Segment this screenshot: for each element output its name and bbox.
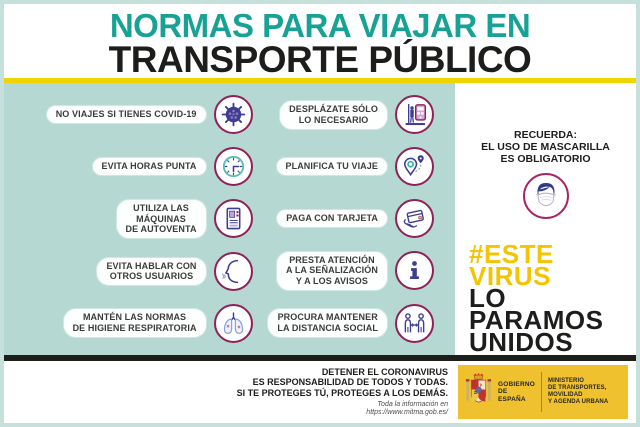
government-name: GOBIERNO DE ESPAÑA bbox=[498, 380, 535, 403]
rule-row: PLANIFICA TU VIAJE bbox=[257, 147, 455, 187]
vending-machine-icon bbox=[213, 199, 253, 239]
campaign-slogan: LO PARAMOS UNIDOS bbox=[469, 283, 604, 357]
rule-row: PRESTA ATENCIÓN A LA SEÑALIZACIÓN Y A LO… bbox=[257, 250, 455, 291]
poster-title-line2: TRANSPORTE PÚBLICO bbox=[108, 39, 532, 80]
poster-title-line1: NORMAS PARA VIAJAR EN bbox=[109, 7, 531, 44]
mask-reminder-text: RECUERDA: EL USO DE MASCARILLA ES OBLIGA… bbox=[481, 129, 610, 165]
yellow-divider bbox=[4, 78, 636, 83]
rule-row: UTILIZA LAS MÁQUINAS DE AUTOVENTA bbox=[4, 198, 257, 240]
rules-panel: NO VIAJES SI TIENES COVID-19 EVITA HORAS… bbox=[4, 83, 455, 355]
rules-column-right: DESPLÁZATE SÓLO LO NECESARIO PLANIFICA T… bbox=[257, 89, 455, 349]
card-payment-icon bbox=[394, 198, 434, 238]
face-mask-icon bbox=[522, 173, 569, 219]
social-distance-icon bbox=[394, 303, 434, 343]
rule-label: UTILIZA LAS MÁQUINAS DE AUTOVENTA bbox=[115, 198, 207, 240]
rule-row: PROCURA MANTENER LA DISTANCIA SOCIAL bbox=[257, 303, 455, 343]
info-icon bbox=[394, 251, 434, 291]
lungs-icon bbox=[213, 303, 253, 343]
poster-page: NORMAS PARA VIAJAR EN TRANSPORTE PÚBLICO… bbox=[4, 4, 636, 423]
rule-label: PROCURA MANTENER LA DISTANCIA SOCIAL bbox=[267, 308, 388, 338]
campaign-hashtag: #ESTE VIRUS bbox=[469, 239, 554, 291]
rule-label: DESPLÁZATE SÓLO LO NECESARIO bbox=[279, 100, 388, 130]
spain-coat-of-arms-icon bbox=[465, 372, 492, 413]
train-platform-icon bbox=[394, 95, 434, 135]
rule-label: PRESTA ATENCIÓN A LA SEÑALIZACIÓN Y A LO… bbox=[275, 250, 388, 291]
rule-label: MANTÉN LAS NORMAS DE HIGIENE RESPIRATORI… bbox=[62, 308, 207, 338]
logo-divider bbox=[541, 372, 542, 412]
map-pin-icon bbox=[394, 147, 434, 187]
reminder-panel: RECUERDA: EL USO DE MASCARILLA ES OBLIGA… bbox=[455, 83, 636, 355]
rule-row: EVITA HORAS PUNTA bbox=[4, 147, 257, 187]
rules-column-left: NO VIAJES SI TIENES COVID-19 EVITA HORAS… bbox=[4, 89, 257, 349]
rule-row: DESPLÁZATE SÓLO LO NECESARIO bbox=[257, 95, 455, 135]
rule-row: PAGA CON TARJETA bbox=[257, 198, 455, 238]
rule-label: PLANIFICA TU VIAJE bbox=[275, 157, 388, 176]
rule-label: NO VIAJES SI TIENES COVID-19 bbox=[45, 105, 207, 125]
rule-label: EVITA HORAS PUNTA bbox=[91, 157, 207, 176]
rule-label: EVITA HABLAR CON OTROS USUARIOS bbox=[96, 256, 207, 287]
rule-row: EVITA HABLAR CON OTROS USUARIOS bbox=[4, 251, 257, 291]
ministry-name: MINISTERIO DE TRANSPORTES, MOVILIDAD Y A… bbox=[548, 378, 609, 405]
footer-text-block: DETENER EL CORONAVIRUS ES RESPONSABILIDA… bbox=[237, 367, 448, 418]
virus-icon bbox=[213, 95, 253, 135]
poster-footer: DETENER EL CORONAVIRUS ES RESPONSABILIDA… bbox=[4, 361, 636, 423]
footer-message: DETENER EL CORONAVIRUS ES RESPONSABILIDA… bbox=[236, 366, 448, 398]
rule-row: MANTÉN LAS NORMAS DE HIGIENE RESPIRATORI… bbox=[4, 303, 257, 343]
poster-content: NO VIAJES SI TIENES COVID-19 EVITA HORAS… bbox=[4, 83, 636, 355]
rule-label: PAGA CON TARJETA bbox=[276, 208, 388, 228]
talking-face-icon bbox=[213, 251, 253, 291]
campaign-block: #ESTE VIRUS LO PARAMOS UNIDOS bbox=[469, 239, 604, 357]
clock-icon bbox=[213, 147, 253, 187]
black-divider bbox=[4, 355, 636, 361]
footer-info-note: Toda la información en https://www.mitma… bbox=[366, 401, 448, 417]
government-logo: GOBIERNO DE ESPAÑA MINISTERIO DE TRANSPO… bbox=[458, 365, 628, 419]
poster-header: NORMAS PARA VIAJAR EN TRANSPORTE PÚBLICO bbox=[4, 4, 636, 78]
rule-row: NO VIAJES SI TIENES COVID-19 bbox=[4, 95, 257, 135]
